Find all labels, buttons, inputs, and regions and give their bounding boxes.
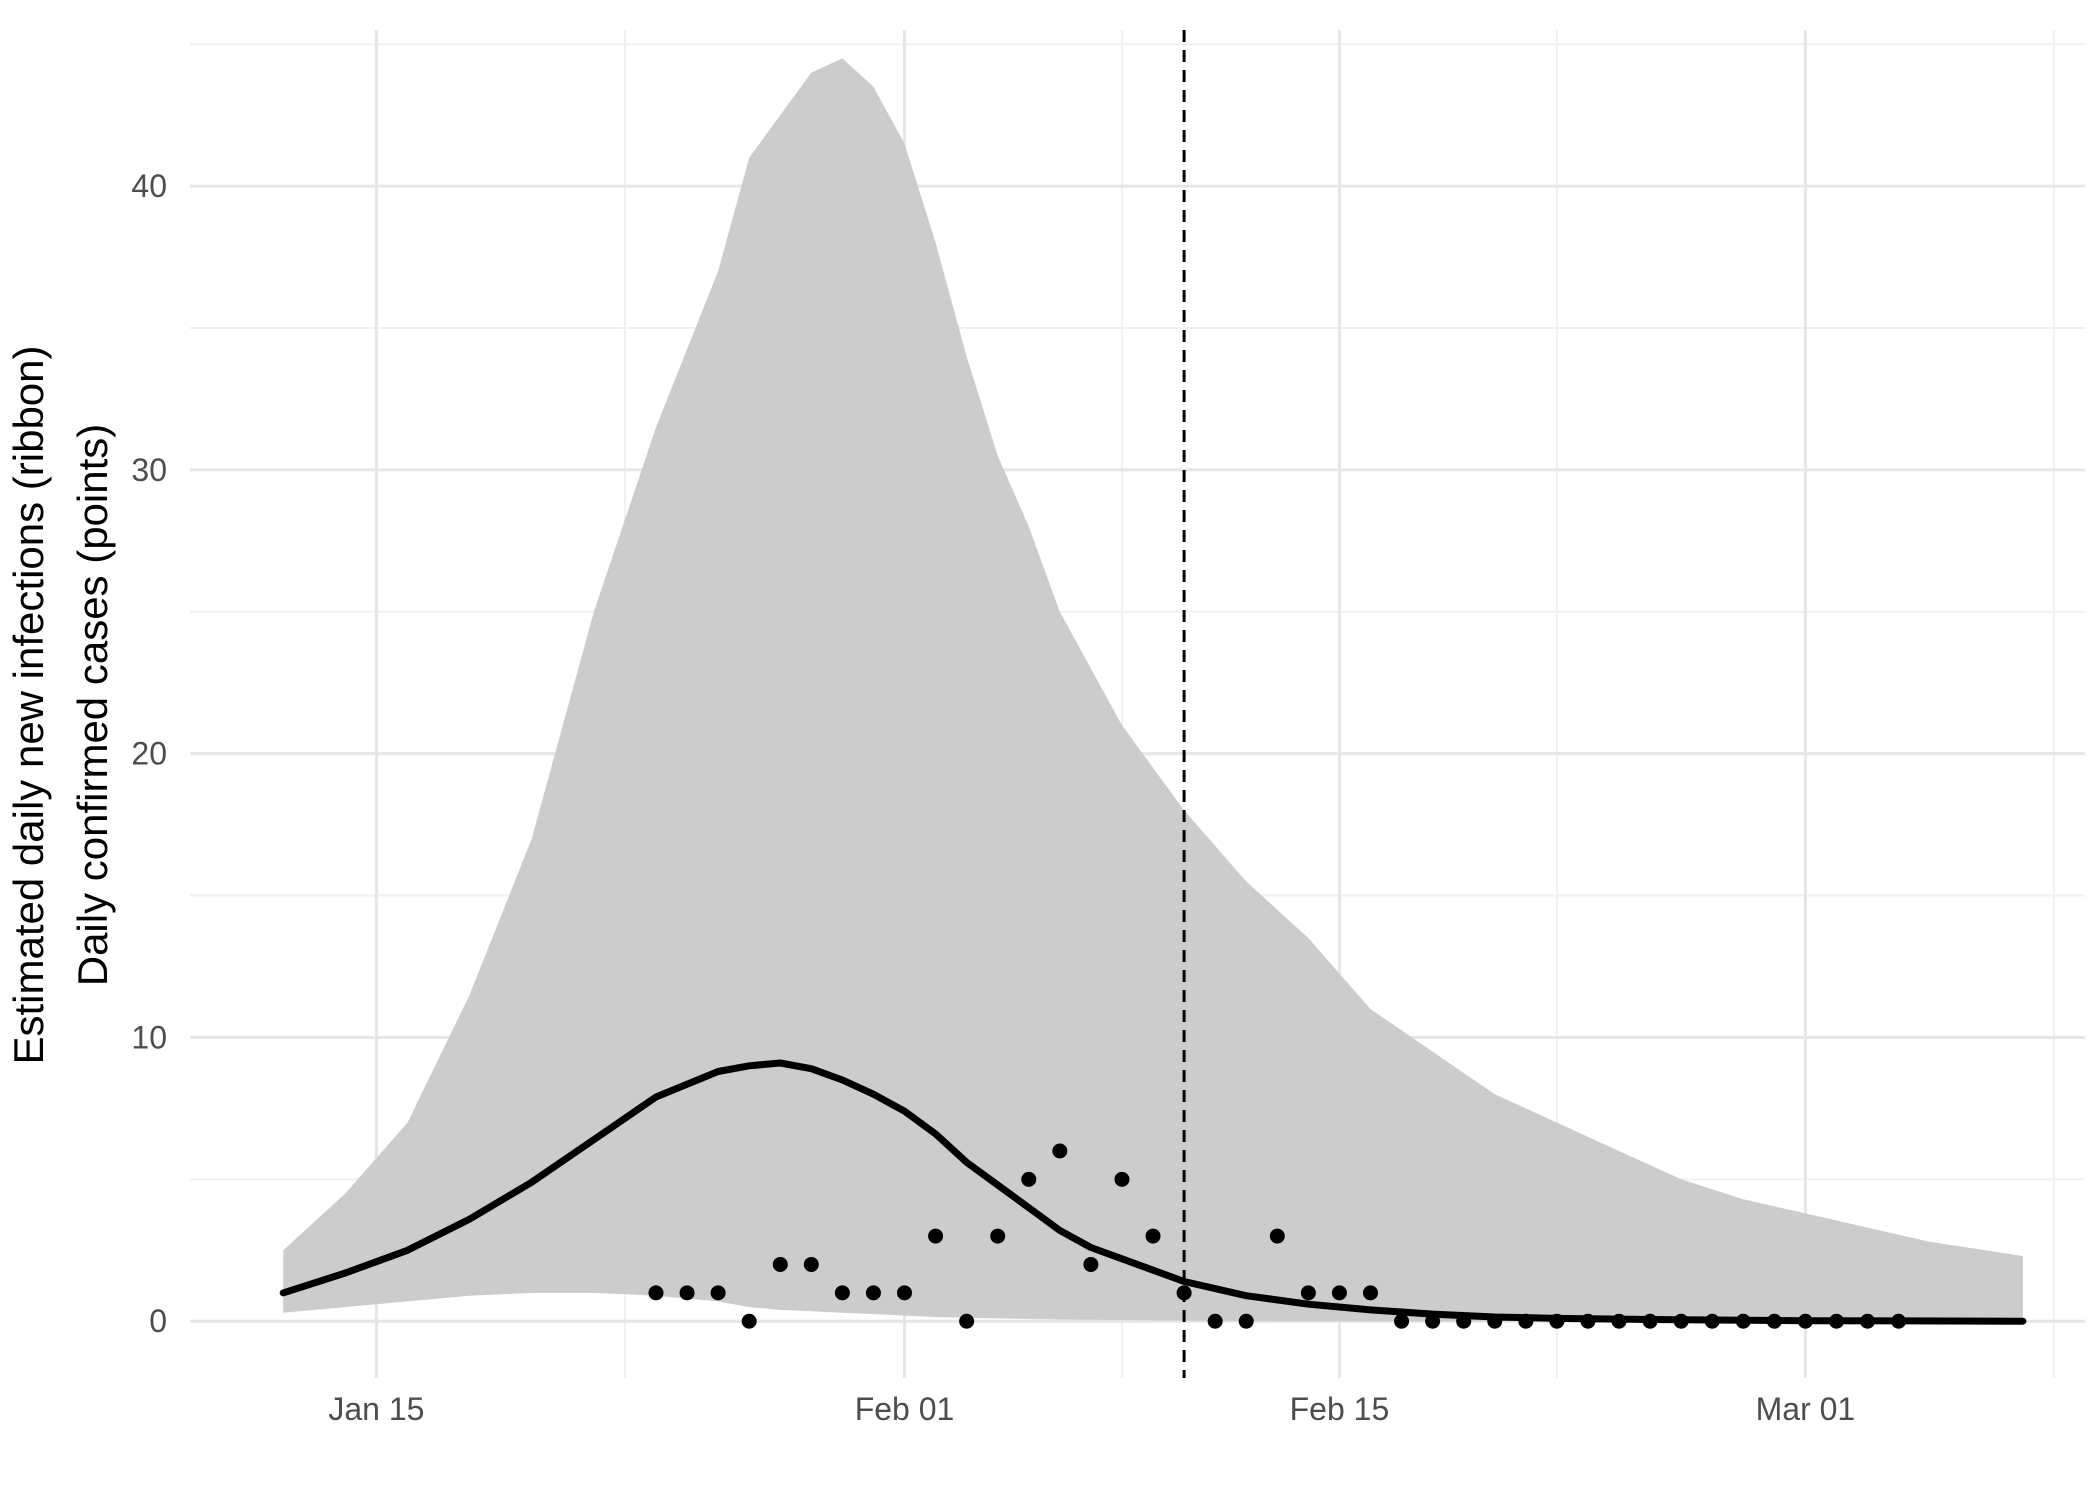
- y-tick-label: 40: [131, 168, 167, 204]
- y-tick-label: 20: [131, 736, 167, 772]
- confirmed-case-point: [1549, 1313, 1565, 1329]
- confirmed-case-point: [1207, 1313, 1223, 1329]
- confirmed-case-point: [1269, 1228, 1285, 1244]
- confirmed-case-point: [1611, 1313, 1627, 1329]
- confirmed-case-point: [1828, 1313, 1844, 1329]
- confirmed-case-point: [772, 1256, 788, 1272]
- confirmed-case-point: [1145, 1228, 1161, 1244]
- confirmed-case-point: [1704, 1313, 1720, 1329]
- confirmed-case-point: [679, 1285, 695, 1301]
- confirmed-case-point: [1891, 1313, 1907, 1329]
- x-tick-labels: Jan 15 Feb 01 Feb 15 Mar 01: [328, 1391, 1855, 1427]
- confirmed-case-point: [897, 1285, 913, 1301]
- confirmed-case-point: [1580, 1313, 1596, 1329]
- confirmed-case-point: [959, 1313, 975, 1329]
- confirmed-case-point: [741, 1313, 757, 1329]
- confirmed-case-point: [1176, 1285, 1192, 1301]
- confirmed-case-point: [803, 1256, 819, 1272]
- confirmed-case-point: [648, 1285, 664, 1301]
- confirmed-case-point: [1300, 1285, 1316, 1301]
- confirmed-case-point: [1394, 1313, 1410, 1329]
- confirmed-case-point: [1083, 1256, 1099, 1272]
- confirmed-case-point: [1673, 1313, 1689, 1329]
- y-tick-labels: 0 10 20 30 40: [131, 168, 167, 1339]
- confirmed-case-point: [1114, 1171, 1130, 1187]
- confirmed-case-point: [1487, 1313, 1503, 1329]
- confirmed-case-point: [1021, 1171, 1037, 1187]
- confirmed-case-point: [1518, 1313, 1534, 1329]
- confirmed-case-point: [710, 1285, 726, 1301]
- y-tick-label: 0: [149, 1303, 167, 1339]
- confirmed-case-point: [865, 1285, 881, 1301]
- confirmed-case-point: [1735, 1313, 1751, 1329]
- confirmed-case-point: [834, 1285, 850, 1301]
- confirmed-case-point: [1425, 1313, 1441, 1329]
- confirmed-case-point: [1238, 1313, 1254, 1329]
- confirmed-case-point: [1052, 1143, 1068, 1159]
- confirmed-case-point: [1642, 1313, 1658, 1329]
- ribbon-layer: [283, 58, 2023, 1322]
- confirmed-case-point: [1362, 1285, 1378, 1301]
- y-axis-title-line-2: Daily confirmed cases (points): [69, 424, 116, 987]
- confirmed-case-point: [1331, 1285, 1347, 1301]
- x-tick-label: Jan 15: [328, 1391, 424, 1427]
- y-axis-title-line-1: Estimated daily new infections (ribbon): [5, 345, 52, 1064]
- confirmed-case-point: [928, 1228, 944, 1244]
- confirmed-case-point: [990, 1228, 1006, 1244]
- confirmed-case-point: [1766, 1313, 1782, 1329]
- points-layer: [648, 1143, 1907, 1329]
- x-tick-label: Feb 15: [1290, 1391, 1390, 1427]
- confirmed-case-point: [1797, 1313, 1813, 1329]
- confirmed-case-point: [1456, 1313, 1472, 1329]
- x-tick-label: Mar 01: [1756, 1391, 1856, 1427]
- y-tick-label: 30: [131, 452, 167, 488]
- y-tick-label: 10: [131, 1019, 167, 1055]
- x-tick-label: Feb 01: [855, 1391, 955, 1427]
- confirmed-case-point: [1860, 1313, 1876, 1329]
- infections-ribbon: [283, 58, 2023, 1322]
